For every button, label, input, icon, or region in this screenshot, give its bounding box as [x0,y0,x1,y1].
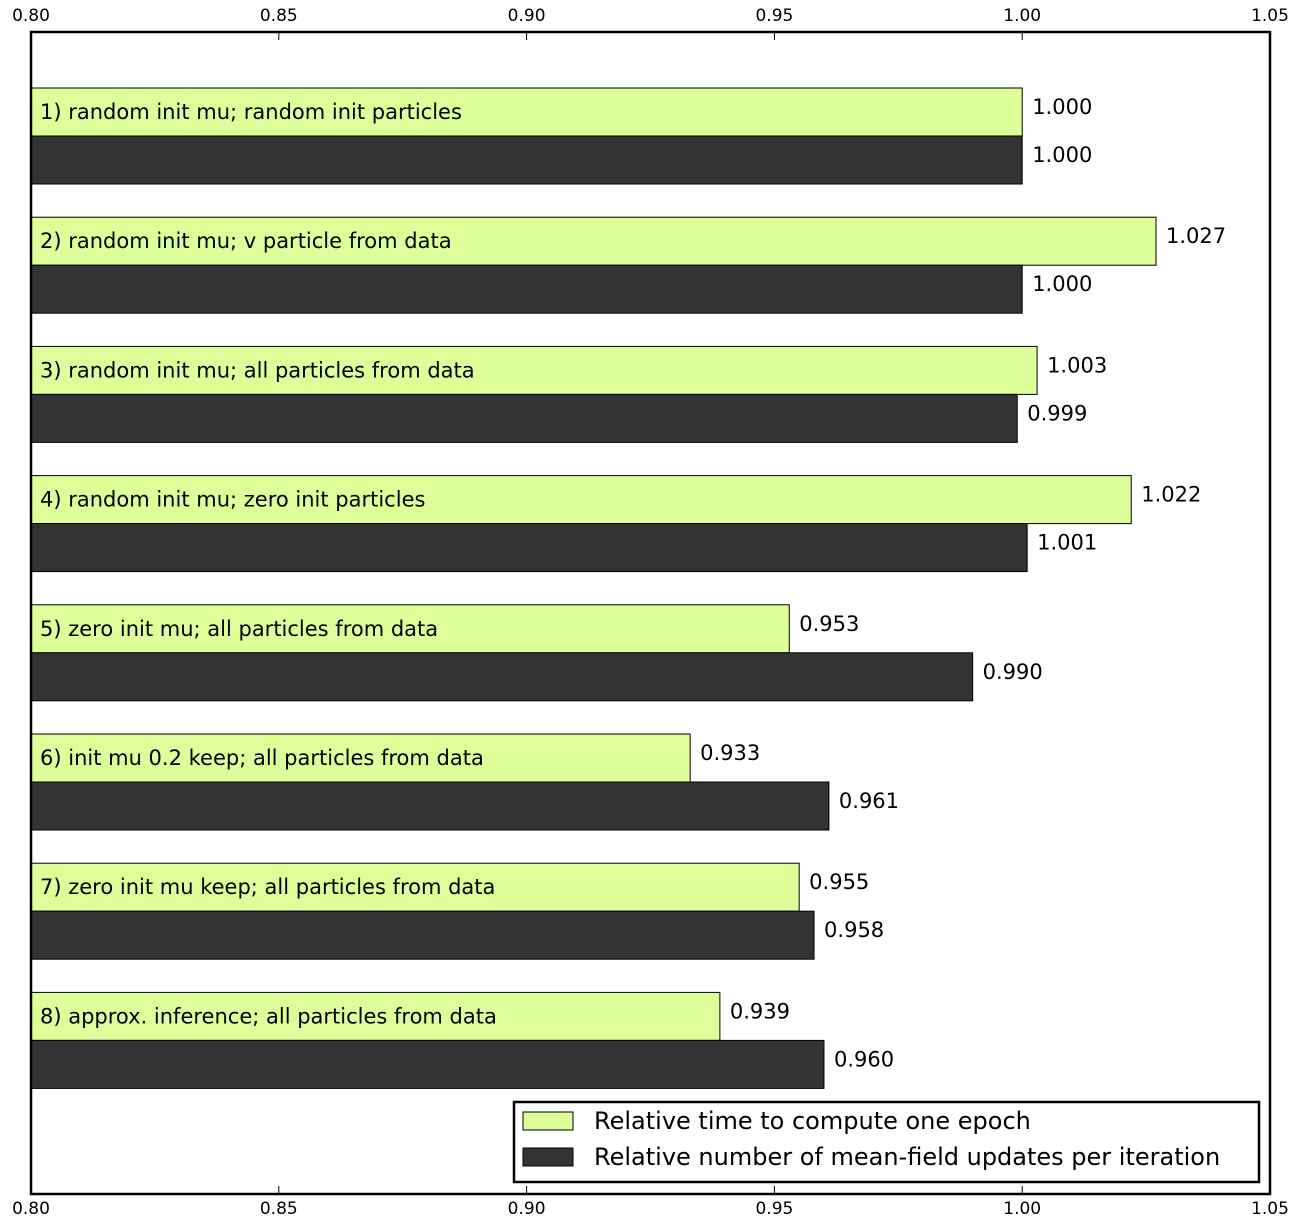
data-label-time: 1.022 [1141,483,1201,507]
bar-time [30,991,721,1041]
bars [30,87,1157,1089]
x-tick-label-bottom: 0.80 [12,1199,50,1219]
data-label-updates: 0.990 [983,660,1043,684]
legend-label-time: Relative time to compute one epoch [594,1107,1031,1135]
legend-swatch-time [522,1111,574,1131]
bar-updates [30,393,1018,443]
data-label-updates: 0.958 [824,918,884,942]
category-label: 4) random init mu; zero init particles [40,488,425,512]
category-label: 2) random init mu; v particle from data [40,229,452,253]
bar-time [30,345,1038,395]
data-label-updates: 0.960 [834,1047,894,1071]
bar-updates [30,781,830,831]
bar-time [30,87,1023,137]
x-tick-label-top: 1.00 [1003,6,1041,26]
data-label-time: 0.939 [730,999,790,1023]
data-label-time: 0.955 [809,870,869,894]
legend-box [512,1100,1261,1184]
legend-swatch-updates [522,1147,574,1167]
data-label-updates: 1.001 [1037,531,1097,555]
category-label: 6) init mu 0.2 keep; all particles from … [40,746,484,770]
x-tick-label-top: 0.80 [12,6,50,26]
x-tick-label-bottom: 1.00 [1003,1199,1041,1219]
bar-updates [30,1039,825,1089]
category-label: 1) random init mu; random init particles [40,100,462,124]
bar-updates [30,264,1023,314]
data-label-time: 1.000 [1032,95,1092,119]
legend-label-updates: Relative number of mean-field updates pe… [594,1143,1220,1171]
data-labels: 1.000 1.000 1) random init mu; random init… [40,95,1226,1071]
data-label-time: 0.933 [700,741,760,765]
data-label-time: 1.027 [1166,224,1226,248]
data-label-time: 0.953 [799,612,859,636]
data-label-time: 1.003 [1047,353,1107,377]
bar-time [30,862,800,912]
x-tick-label-top: 0.95 [755,6,793,26]
data-label-updates: 1.000 [1032,272,1092,296]
category-label: 5) zero init mu; all particles from data [40,617,438,641]
x-tick-label-top: 0.85 [260,6,298,26]
bar-time [30,604,790,654]
bar-time [30,733,691,783]
bar-updates [30,523,1028,573]
bar-time [30,475,1132,525]
data-label-updates: 1.000 [1032,143,1092,167]
x-tick-label-bottom: 1.05 [1251,1199,1289,1219]
legend: Relative time to compute one epoch Relati… [512,1100,1261,1184]
x-tick-label-bottom: 0.85 [260,1199,298,1219]
plot-area-frame [29,30,1272,1196]
bar-updates [30,652,974,702]
data-label-updates: 0.999 [1027,401,1087,425]
x-tick-label-bottom: 0.95 [755,1199,793,1219]
x-tick-label-bottom: 0.90 [508,1199,546,1219]
x-tick-label-top: 0.90 [508,6,546,26]
bar-updates [30,135,1023,185]
x-tick-label-top: 1.05 [1251,6,1289,26]
bar-updates [30,910,815,960]
category-label: 7) zero init mu keep; all particles from… [40,875,495,899]
category-label: 8) approx. inference; all particles from… [40,1004,497,1028]
data-label-updates: 0.961 [839,789,899,813]
category-label: 3) random init mu; all particles from da… [40,358,475,382]
axis-ticks: 0.80 0.80 0.85 0.85 0.90 0.90 0.95 0.95 1.00 1.00… [12,6,1289,1219]
